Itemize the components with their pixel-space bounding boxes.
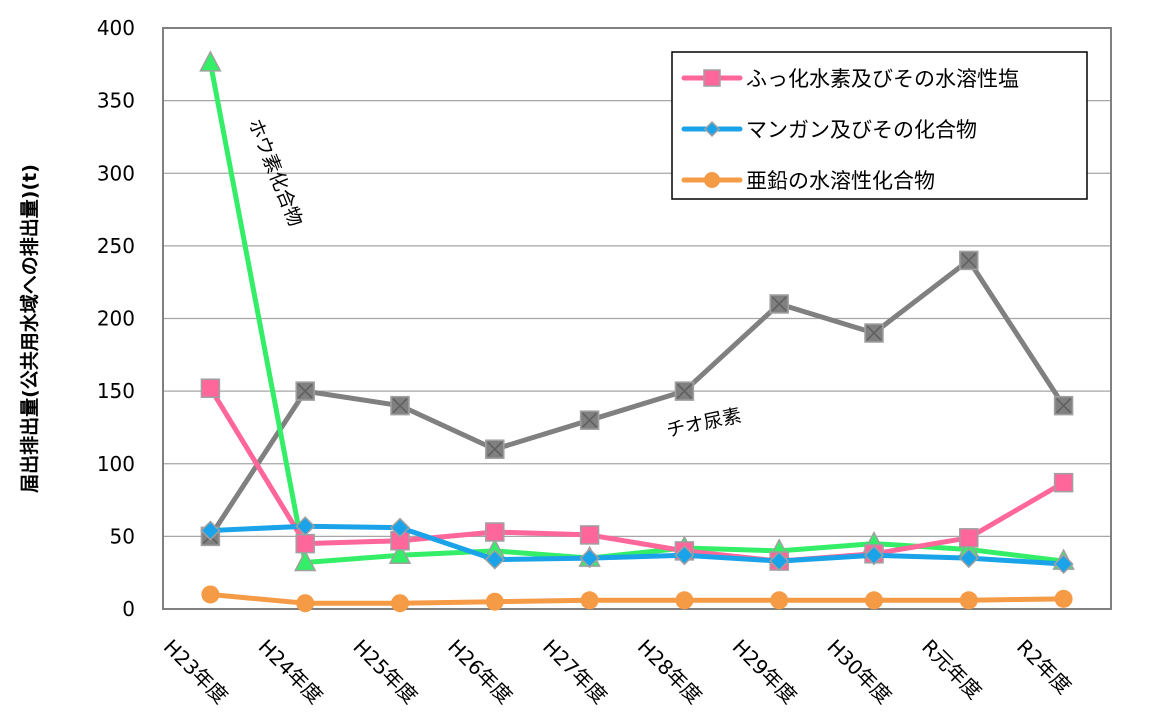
data-point [959, 591, 978, 610]
y-tick-label: 400 [97, 16, 135, 40]
data-point [958, 548, 979, 569]
annotation-hou-so: ホウ素化合物 [243, 116, 306, 230]
y-tick-label: 150 [97, 379, 135, 403]
x-tick-label: H28年度 [633, 635, 707, 709]
data-point [200, 378, 221, 398]
y-tick-label: 300 [97, 161, 135, 185]
data-point [388, 542, 412, 565]
data-point [579, 548, 600, 569]
x-tick-label: H30年度 [822, 635, 896, 709]
data-point [293, 549, 317, 572]
x-tick-label: H23年度 [159, 635, 233, 709]
y-tick-label: 50 [110, 524, 135, 548]
x-tick-label: H26年度 [443, 635, 517, 709]
data-point [959, 528, 979, 548]
y-axis-ticks: 0 50 100 150 200 250 300 350 400 [97, 16, 135, 621]
y-tick-label: 250 [97, 234, 135, 258]
legend-label: 亜鉛の水溶性化合物 [746, 169, 935, 193]
y-axis-label: 届出排出量(公共用水域への排出量)(t) [18, 164, 41, 493]
marker-cross [866, 325, 882, 341]
marker-cross [582, 412, 598, 428]
series-group [200, 516, 1074, 575]
data-point [675, 591, 694, 610]
legend-item: マンガン及びその化合物 [681, 118, 977, 142]
legend-label: ふっ化水素及びその水溶性塩 [746, 67, 1019, 91]
x-tick-label: H29年度 [728, 635, 802, 709]
data-point [389, 517, 411, 538]
legend-item: ふっ化水素及びその水溶性塩 [681, 67, 1019, 91]
series-group [200, 250, 1074, 547]
data-point [579, 525, 600, 545]
series-group [201, 585, 1073, 613]
data-point [1054, 589, 1073, 608]
data-point [484, 549, 505, 570]
data-point [201, 585, 220, 604]
series-line [207, 523, 1067, 567]
data-point [769, 551, 790, 572]
marker-cross [676, 383, 692, 399]
data-point [200, 520, 221, 541]
data-point [863, 545, 885, 566]
x-tick-label: R元年度 [917, 635, 986, 704]
marker-cross [487, 441, 503, 457]
data-point [485, 522, 505, 542]
y-tick-label: 200 [97, 307, 135, 331]
legend-label: マンガン及びその化合物 [746, 118, 977, 142]
annotation-thio-nyouso: チオ尿素 [664, 405, 743, 442]
data-point [485, 592, 504, 611]
data-point [199, 50, 222, 72]
data-point [295, 516, 316, 537]
x-tick-label: H25年度 [348, 635, 422, 709]
data-point [703, 120, 721, 138]
data-point [295, 533, 315, 554]
data-point [865, 591, 883, 610]
data-point [674, 545, 695, 566]
plot-area-frame [162, 27, 1112, 610]
x-tick-label: H27年度 [538, 635, 612, 709]
y-tick-label: 0 [122, 597, 135, 621]
marker-cross [392, 398, 408, 414]
marker-cross [1056, 398, 1072, 414]
x-tick-label: R2年度 [1012, 635, 1076, 699]
data-point [770, 591, 789, 610]
marker-cross [771, 296, 787, 312]
data-point [1053, 553, 1074, 575]
data-point [703, 69, 721, 87]
data-point [580, 591, 599, 610]
marker-cross [297, 383, 313, 399]
series-line [207, 257, 1067, 539]
series-line [207, 591, 1067, 606]
series-line [207, 385, 1067, 564]
y-tick-label: 350 [97, 89, 135, 113]
x-tick-label: H24年度 [254, 635, 328, 709]
series-layer [199, 50, 1075, 613]
legend-item: 亜鉛の水溶性化合物 [681, 169, 935, 193]
y-tick-label: 100 [97, 452, 135, 476]
data-point [1053, 472, 1074, 493]
data-point [704, 172, 720, 188]
marker-cross [961, 252, 977, 268]
x-axis-ticks: H23年度 H24年度 H25年度 H26年度 H27年度 H28年度 H29年度 H30年度… [159, 635, 1076, 709]
data-point [391, 594, 409, 613]
data-point [296, 594, 315, 613]
